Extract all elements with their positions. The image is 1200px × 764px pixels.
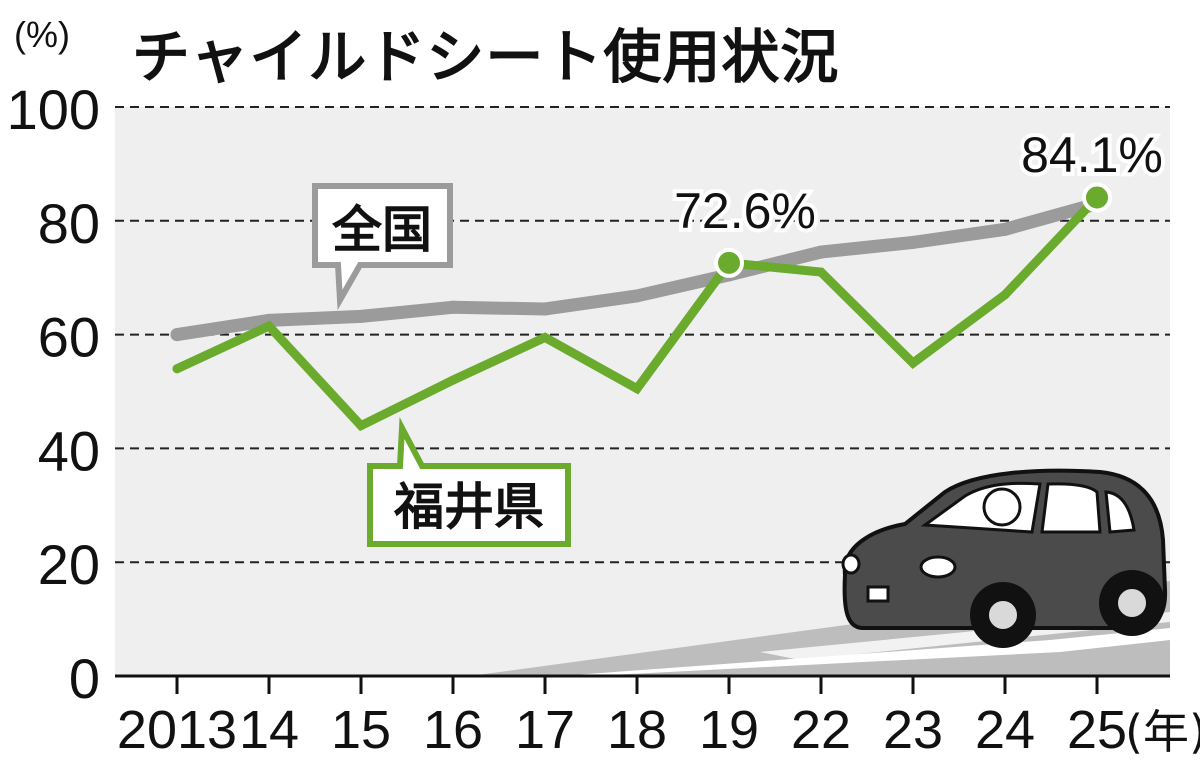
x-axis-unit: (年) — [1125, 705, 1200, 759]
x-tick-label: 14 — [239, 700, 299, 760]
car-wheel-hub — [987, 599, 1019, 631]
x-tick-label: 2013 — [117, 700, 237, 760]
car-wheel-hub — [1116, 587, 1148, 619]
data-point — [446, 300, 460, 314]
y-tick-label: 80 — [38, 192, 100, 255]
highlight-point — [1082, 182, 1112, 213]
y-axis-unit: (%) — [14, 14, 70, 55]
car-headlight — [841, 553, 861, 575]
car-icon — [470, 468, 1170, 676]
x-tick-label: 19 — [699, 700, 759, 760]
highlight-point — [714, 247, 744, 278]
data-point — [356, 421, 366, 431]
data-point — [814, 245, 828, 259]
car-headlight — [919, 555, 957, 579]
legend-fukui: 福井県 — [393, 478, 544, 536]
data-point — [540, 332, 550, 342]
y-tick-label: 40 — [38, 419, 100, 482]
y-tick-label: 60 — [38, 306, 100, 369]
x-tick-label: 18 — [607, 700, 667, 760]
data-point — [1000, 290, 1010, 300]
x-tick-label: 24 — [975, 700, 1035, 760]
data-point — [908, 358, 918, 368]
y-tick-label: 100 — [7, 78, 100, 141]
car-illustration — [841, 468, 1168, 648]
x-tick-label: 15 — [331, 700, 391, 760]
data-point — [170, 328, 184, 342]
data-point — [354, 309, 368, 323]
data-point — [816, 267, 826, 277]
data-point — [906, 235, 920, 249]
data-point — [264, 321, 274, 331]
callout-fukui — [367, 416, 571, 547]
data-point — [172, 364, 182, 374]
car-rear-window — [1104, 490, 1136, 534]
x-tick-label: 23 — [883, 700, 943, 760]
callout-national — [312, 183, 453, 311]
car-side-window — [1040, 482, 1102, 534]
annotation-2019: 72.6% — [674, 183, 816, 239]
data-point — [630, 289, 644, 303]
chart-title: チャイルドシート使用状況 — [132, 23, 840, 91]
data-point — [538, 302, 552, 316]
data-point — [998, 222, 1012, 236]
road-stripe — [560, 628, 1170, 676]
driver-head — [982, 487, 1022, 527]
legend-national: 全国 — [331, 201, 432, 259]
y-tick-label: 0 — [69, 647, 100, 710]
x-tick-label: 25 — [1067, 700, 1127, 760]
annotation-2025: 84.1% — [1021, 127, 1163, 183]
data-point — [632, 384, 642, 394]
x-tick-label: 17 — [515, 700, 575, 760]
x-tick-label: 22 — [791, 700, 851, 760]
y-tick-label: 20 — [38, 533, 100, 596]
car-license-plate — [866, 585, 890, 603]
data-point — [448, 375, 458, 385]
x-tick-label: 16 — [423, 700, 483, 760]
